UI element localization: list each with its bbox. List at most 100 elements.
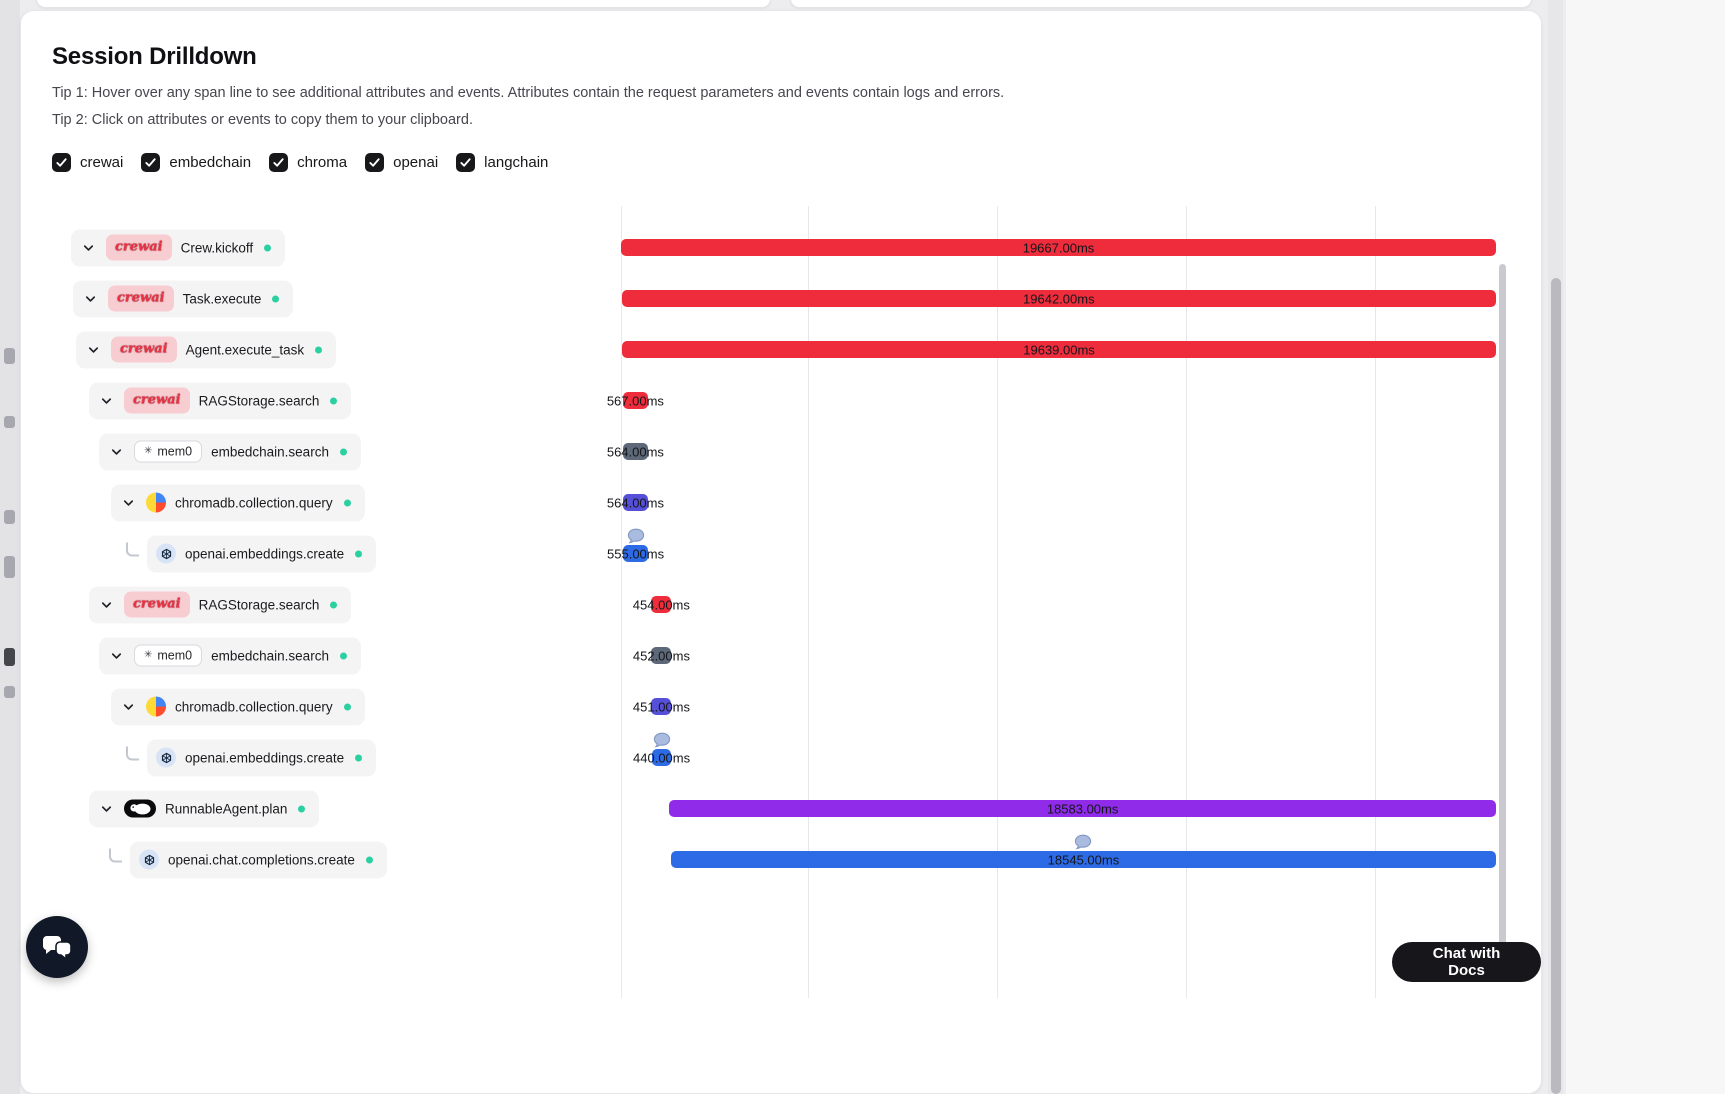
span-name: RAGStorage.search xyxy=(198,597,320,612)
mem0-text: mem0 xyxy=(157,444,193,459)
span-duration-bar[interactable]: 564.00ms xyxy=(607,443,664,460)
filter-label: embedchain xyxy=(169,154,252,171)
chevron-down-icon[interactable] xyxy=(108,444,125,459)
langchain-logo xyxy=(124,799,156,818)
span-status-dot xyxy=(355,550,363,557)
span-pill[interactable]: crewai RAGStorage.search xyxy=(89,586,352,623)
span-label: crewai RAGStorage.search xyxy=(89,586,352,623)
span-duration-bar[interactable]: 454.00ms xyxy=(633,596,690,613)
span-pill[interactable]: crewai Agent.execute_task xyxy=(76,331,337,368)
span-duration-bar[interactable]: 555.00ms xyxy=(607,528,664,562)
filter-item-chroma[interactable]: chroma xyxy=(269,153,347,172)
span-pill[interactable]: ✳ mem0 embedchain.search xyxy=(99,637,361,674)
chevron-down-icon[interactable] xyxy=(120,699,137,714)
filter-checkbox-crewai[interactable] xyxy=(52,153,71,172)
filter-checkbox-langchain[interactable] xyxy=(456,153,476,172)
chevron-down-icon[interactable] xyxy=(108,648,125,663)
mem0-glyph-icon: ✳ xyxy=(144,649,153,661)
span-duration-bar[interactable]: 440.00ms xyxy=(633,732,690,766)
span-duration-label: 19667.00ms xyxy=(1022,240,1095,255)
trace-row: RunnableAgent.plan 18583.00ms xyxy=(21,783,1541,834)
chroma-logo xyxy=(146,492,166,513)
trace-row: crewai RAGStorage.search 567.00ms xyxy=(21,375,1541,426)
filter-item-openai[interactable]: openai xyxy=(365,153,438,172)
span-status-dot xyxy=(343,499,351,506)
chevron-down-icon[interactable] xyxy=(80,240,97,255)
trace-row: chromadb.collection.query 564.00ms xyxy=(21,477,1541,528)
event-bubble-icon[interactable] xyxy=(653,732,671,748)
chevron-down-icon[interactable] xyxy=(85,342,102,357)
span-duration-label: 19642.00ms xyxy=(1023,291,1095,306)
span-status-dot xyxy=(315,346,323,353)
check-icon xyxy=(56,158,67,167)
event-bubble-icon[interactable] xyxy=(1074,834,1092,850)
chevron-down-icon[interactable] xyxy=(98,393,115,408)
span-name: embedchain.search xyxy=(211,648,329,663)
span-label: openai.chat.completions.create xyxy=(109,841,387,878)
filter-checkbox-embedchain[interactable] xyxy=(141,153,161,172)
left-strip-mark xyxy=(4,348,15,364)
span-label: crewai RAGStorage.search xyxy=(89,382,352,419)
filter-checkbox-chroma[interactable] xyxy=(269,153,289,172)
span-pill[interactable]: crewai Task.execute xyxy=(73,280,294,317)
span-pill[interactable]: openai.chat.completions.create xyxy=(130,841,387,878)
page-right-gutter xyxy=(1566,0,1725,1094)
span-pill[interactable]: chromadb.collection.query xyxy=(111,688,365,725)
span-pill[interactable]: chromadb.collection.query xyxy=(111,484,365,521)
span-label: crewai Task.execute xyxy=(73,280,294,317)
trace-scrollbar[interactable] xyxy=(1499,264,1506,979)
tip-2: Tip 2: Click on attributes or events to … xyxy=(52,112,473,128)
span-duration-bar[interactable]: 18545.00ms xyxy=(670,834,1496,868)
card-header: Session Drilldown Tip 1: Hover over any … xyxy=(21,11,1541,172)
span-duration-bar[interactable]: 567.00ms xyxy=(607,392,664,409)
span-name: Agent.execute_task xyxy=(185,342,305,357)
span-label: ✳ mem0 embedchain.search xyxy=(99,433,361,470)
chat-widget-button[interactable] xyxy=(26,916,88,978)
event-bubble-icon[interactable] xyxy=(627,528,645,544)
chevron-down-icon[interactable] xyxy=(82,291,99,306)
filter-label: chroma xyxy=(297,154,348,171)
span-status-dot xyxy=(330,601,338,608)
mem0-text: mem0 xyxy=(157,648,193,663)
filter-item-crewai[interactable]: crewai xyxy=(52,153,123,172)
trace-row: ✳ mem0 embedchain.search 452.00ms xyxy=(21,630,1541,681)
check-icon xyxy=(460,158,471,167)
chevron-down-icon[interactable] xyxy=(98,597,115,612)
span-duration-bar[interactable]: 452.00ms xyxy=(633,647,690,664)
span-duration-label: 19639.00ms xyxy=(1023,342,1095,357)
span-pill[interactable]: ✳ mem0 embedchain.search xyxy=(99,433,361,470)
left-page-edge xyxy=(0,0,20,1094)
span-duration-bar[interactable]: 18583.00ms xyxy=(669,800,1496,817)
span-duration-bar[interactable]: 19667.00ms xyxy=(621,239,1496,256)
trace-row: openai.embeddings.create 555.00ms xyxy=(21,528,1541,579)
span-duration-bar[interactable]: 564.00ms xyxy=(607,494,664,511)
page-scrollbar-thumb[interactable] xyxy=(1551,278,1561,1094)
span-pill[interactable]: RunnableAgent.plan xyxy=(89,790,320,827)
trace-row: openai.chat.completions.create 18545.00ms xyxy=(21,834,1541,885)
trace-row: crewai RAGStorage.search 454.00ms xyxy=(21,579,1541,630)
span-duration-label: 564.00ms xyxy=(606,495,664,510)
filter-item-embedchain[interactable]: embedchain xyxy=(141,153,251,172)
span-pill[interactable]: crewai RAGStorage.search xyxy=(89,382,352,419)
gridline xyxy=(1375,206,1376,998)
chevron-down-icon[interactable] xyxy=(120,495,137,510)
span-status-dot xyxy=(365,856,373,863)
gridline xyxy=(997,206,998,998)
span-duration-bar[interactable]: 19639.00ms xyxy=(622,341,1496,358)
crewai-logo: crewai xyxy=(106,234,172,261)
chevron-down-icon[interactable] xyxy=(98,801,115,816)
filter-item-langchain[interactable]: langchain xyxy=(456,153,548,172)
span-duration-bar[interactable]: 451.00ms xyxy=(633,698,690,715)
span-pill[interactable]: openai.embeddings.create xyxy=(147,739,377,776)
span-status-dot xyxy=(272,295,280,302)
span-pill[interactable]: crewai Crew.kickoff xyxy=(71,229,286,266)
chat-with-docs-button[interactable]: Chat with Docs xyxy=(1392,942,1541,982)
span-pill[interactable]: openai.embeddings.create xyxy=(147,535,377,572)
vendor-filters: crewai embedchain chroma openai langchain xyxy=(52,153,1541,172)
mem0-glyph-icon: ✳ xyxy=(144,445,153,457)
span-name: openai.embeddings.create xyxy=(185,750,345,765)
span-duration-bar[interactable]: 19642.00ms xyxy=(621,290,1496,307)
filter-checkbox-openai[interactable] xyxy=(365,153,385,172)
span-name: openai.chat.completions.create xyxy=(168,852,355,867)
check-icon xyxy=(273,158,284,167)
